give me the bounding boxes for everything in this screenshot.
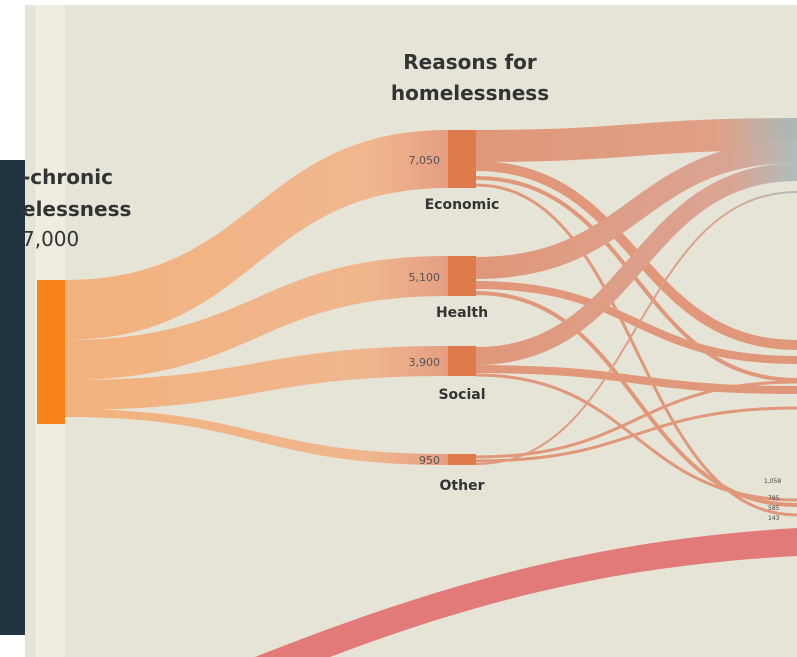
node [448,346,476,376]
outflows [475,118,797,517]
node-label: Economic [425,197,500,213]
flow [475,191,797,465]
source-value: 7,000 [22,227,79,251]
node-value: 5,100 [409,271,441,284]
node-value: 950 [419,454,440,467]
flow [65,256,448,380]
node-label: Social [438,387,485,403]
flow [475,380,797,459]
node [448,454,476,465]
source-node [37,280,65,424]
flow [475,118,797,162]
node-value: 3,900 [409,356,441,369]
node-value: 7,050 [409,154,441,167]
flow [475,183,797,517]
flow [475,373,797,502]
inflows [65,130,448,465]
node-label: Other [440,478,485,494]
right-label: 785 [768,495,780,502]
flow [65,409,448,465]
source-label: -chronic [22,165,113,189]
flow [475,141,797,279]
flow [475,163,797,365]
right-label: 1,058 [764,478,781,485]
source-label: elessness [22,197,131,221]
right-label: 143 [768,515,780,522]
flow [65,346,448,410]
side-panel [0,160,25,635]
title: homelessness [391,81,549,105]
flow [475,406,797,463]
node-label: Health [436,305,488,321]
nodes [448,130,476,465]
left-edge [0,635,25,657]
top-edge [0,0,797,5]
flow [65,130,448,340]
chronic-flow [255,528,797,657]
left-edge [0,0,25,160]
right-label: 585 [768,505,780,512]
node [448,256,476,296]
flow [475,176,797,382]
node [448,130,476,188]
flow [475,365,797,394]
flow [475,281,797,364]
title: Reasons for [403,50,537,74]
